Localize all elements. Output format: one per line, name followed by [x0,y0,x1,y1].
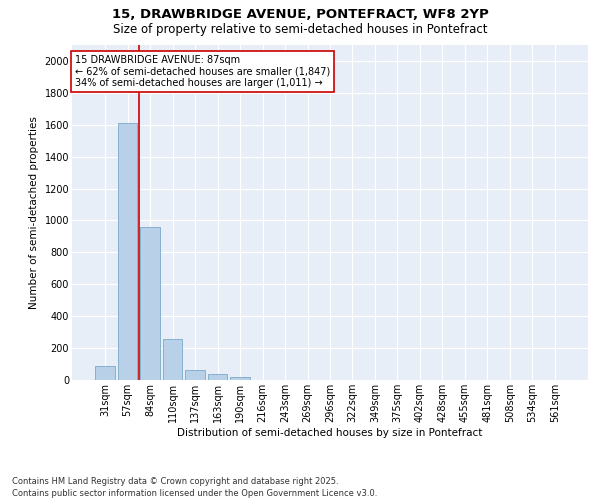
Text: Size of property relative to semi-detached houses in Pontefract: Size of property relative to semi-detach… [113,22,487,36]
Bar [185,370,205,380]
Bar [208,374,227,380]
Y-axis label: Number of semi-detached properties: Number of semi-detached properties [29,116,39,309]
Text: 15 DRAWBRIDGE AVENUE: 87sqm
← 62% of semi-detached houses are smaller (1,847)
34: 15 DRAWBRIDGE AVENUE: 87sqm ← 62% of sem… [74,55,330,88]
Text: Contains HM Land Registry data © Crown copyright and database right 2025.
Contai: Contains HM Land Registry data © Crown c… [12,476,377,498]
X-axis label: Distribution of semi-detached houses by size in Pontefract: Distribution of semi-detached houses by … [178,428,482,438]
Bar [230,377,250,380]
Bar [95,366,115,380]
Bar [118,123,137,380]
Bar [140,227,160,380]
Bar [163,340,182,380]
Text: 15, DRAWBRIDGE AVENUE, PONTEFRACT, WF8 2YP: 15, DRAWBRIDGE AVENUE, PONTEFRACT, WF8 2… [112,8,488,20]
